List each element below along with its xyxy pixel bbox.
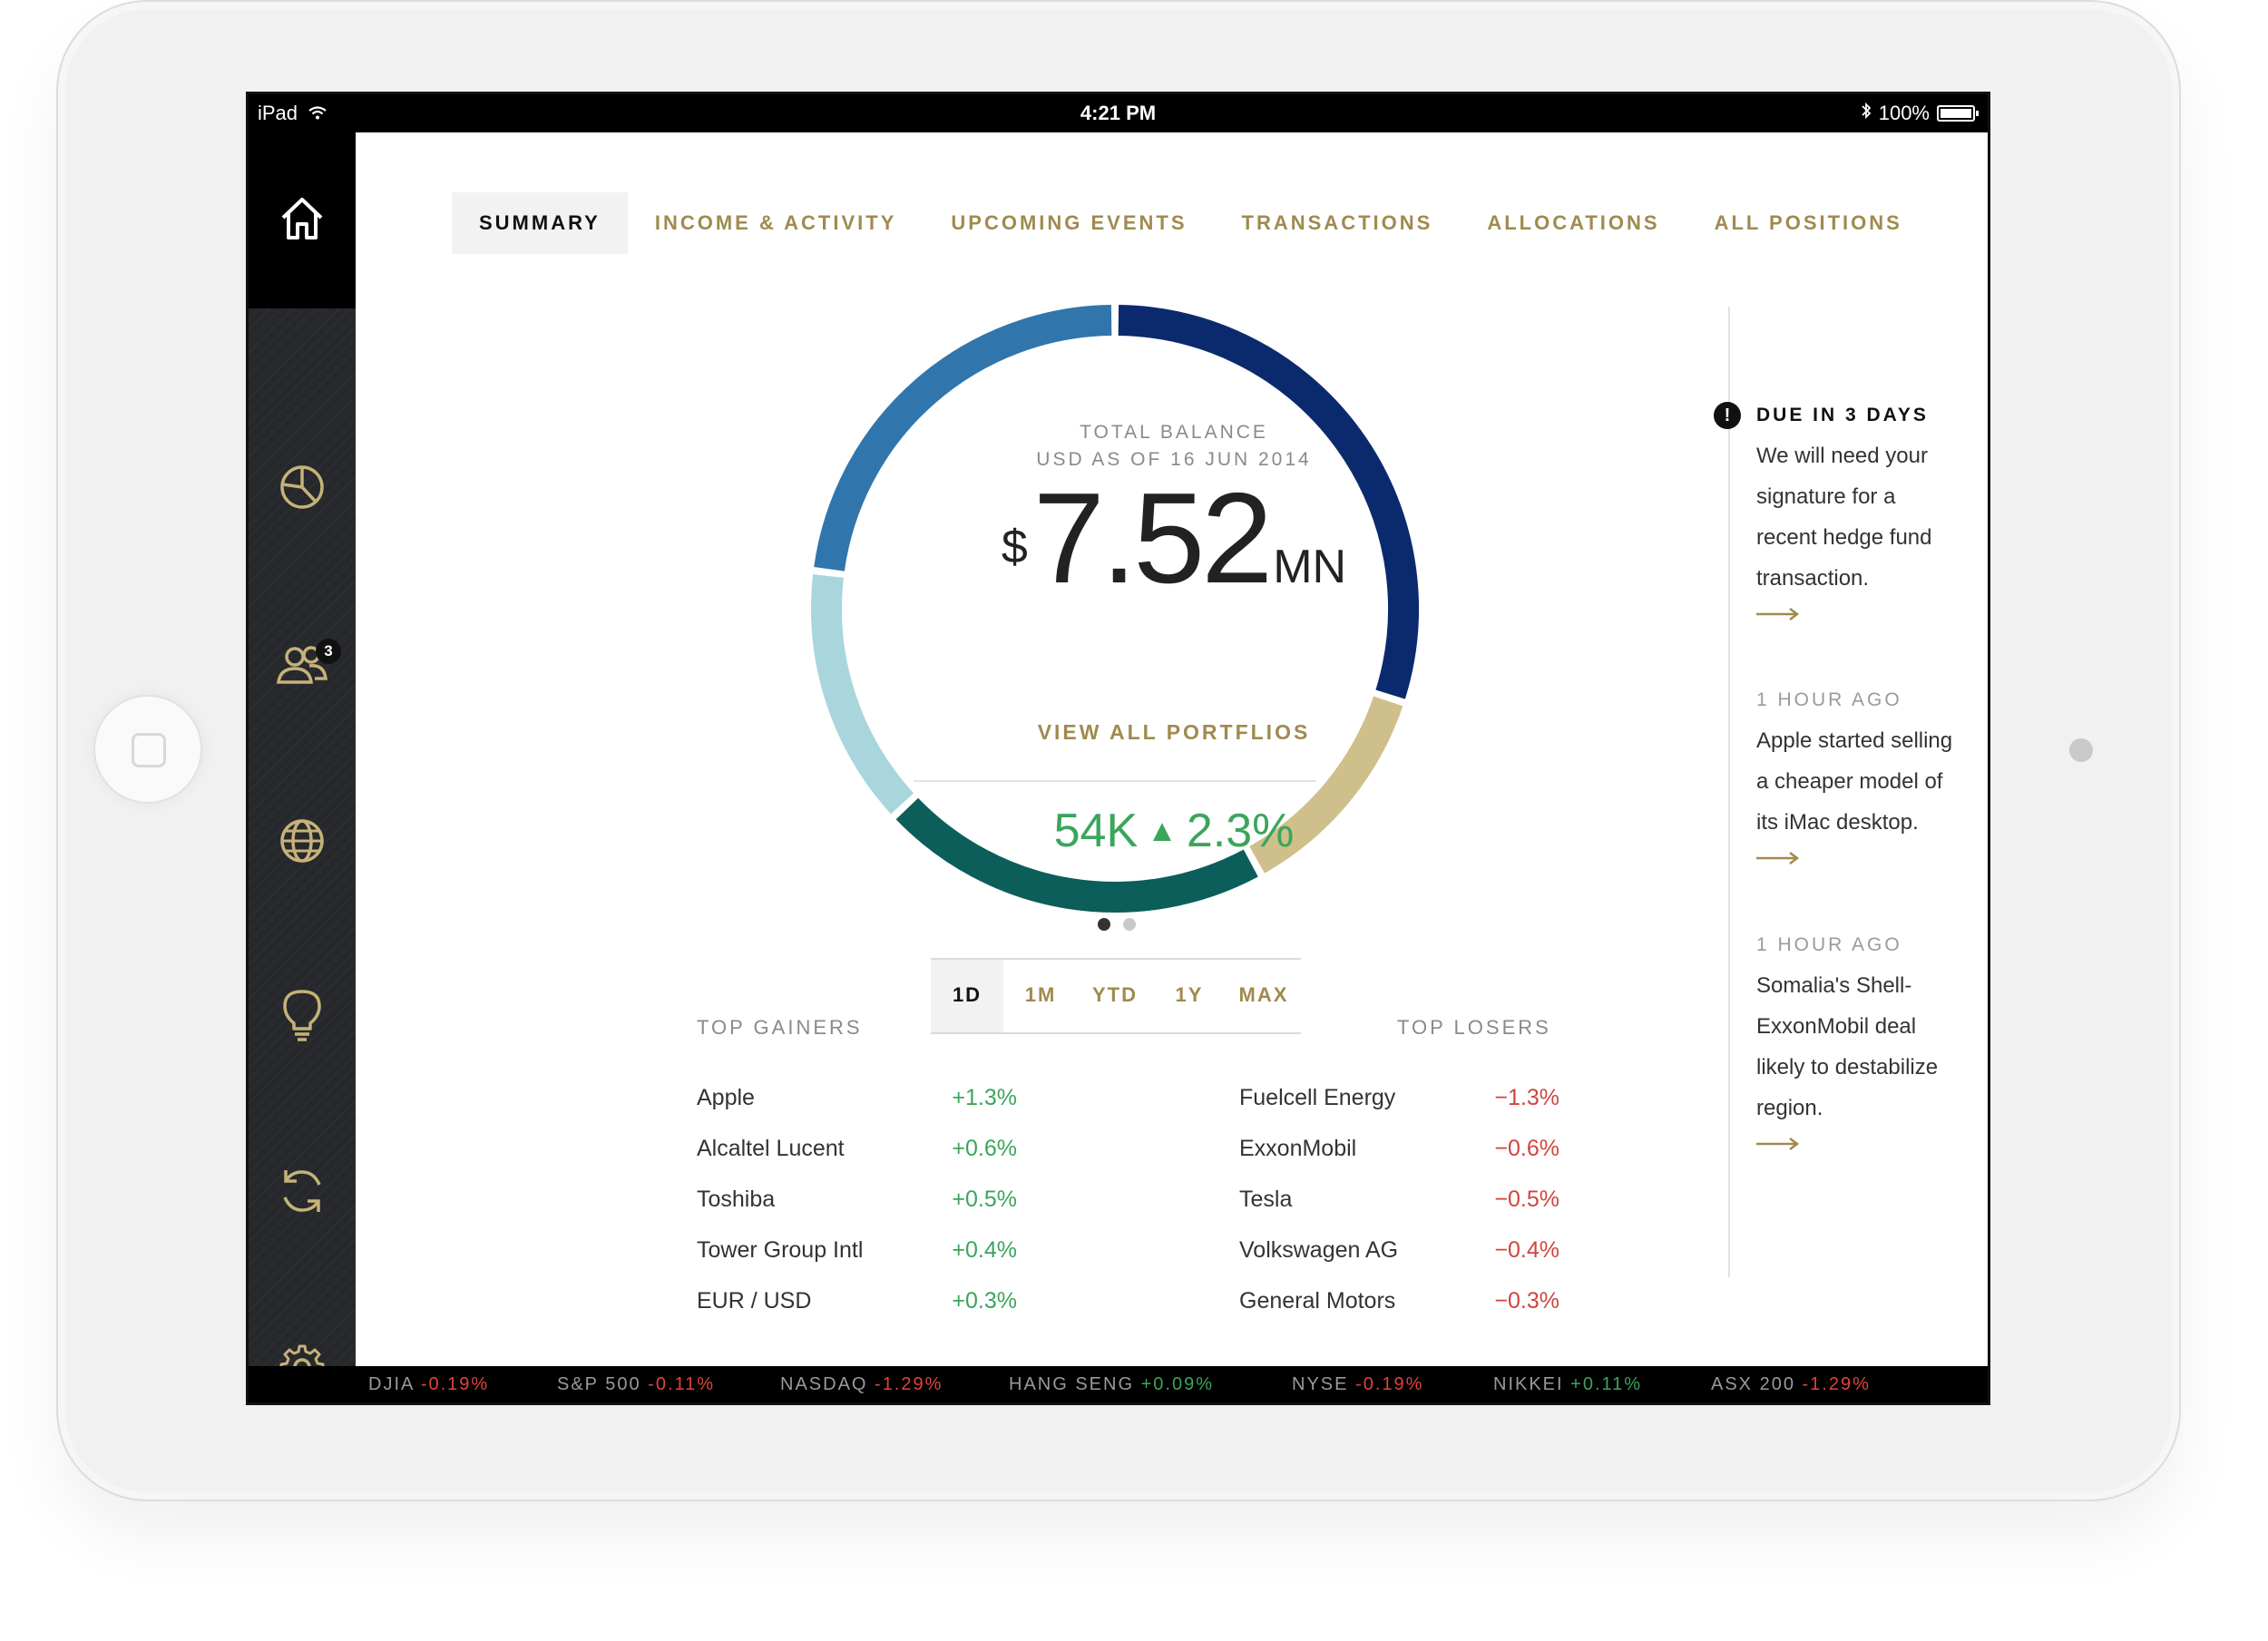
battery-icon <box>1937 105 1979 122</box>
feed-item-time: 1 HOUR AGO <box>1756 689 1902 710</box>
pie-chart-icon <box>278 463 327 516</box>
home-icon <box>278 194 327 248</box>
allocation-donut[interactable] <box>802 296 1428 922</box>
donut-segment[interactable] <box>811 574 914 815</box>
range-1y[interactable]: 1Y <box>1175 983 1204 1006</box>
ticker-item[interactable]: NIKKEI +0.11% <box>1493 1374 1643 1394</box>
list-item[interactable]: Volkswagen AG −0.4% <box>1239 1237 1559 1263</box>
list-item[interactable]: Apple +1.3% <box>697 1085 1017 1110</box>
list-item[interactable]: General Motors −0.3% <box>1239 1288 1559 1314</box>
donut-segment[interactable] <box>814 305 1112 571</box>
sidebar-item-markets[interactable] <box>249 802 356 884</box>
sidebar-item-clients[interactable]: 3 <box>249 624 356 706</box>
feed-item-text: Somalia's Shell- ExxonMobil deal likely … <box>1756 973 1939 1120</box>
list-item[interactable]: Tesla −0.5% <box>1239 1187 1559 1212</box>
sidebar-item-portfolio[interactable] <box>249 448 356 530</box>
view-all-portfolios-link[interactable]: VIEW ALL PORTFLIOS <box>1037 720 1311 744</box>
ticker-item[interactable]: ASX 200 -1.29% <box>1711 1374 1871 1394</box>
balance-amount: 7.52 <box>1032 466 1273 610</box>
tab-bar: SUMMARY INCOME & ACTIVITY UPCOMING EVENT… <box>452 192 1930 254</box>
notification-badge: 3 <box>316 639 341 664</box>
balance-change: 54K ▲ 2.3% <box>884 804 1464 858</box>
feed-item-text: We will need your signature for a recent… <box>1756 444 1932 591</box>
divider <box>914 780 1316 782</box>
donut-segment[interactable] <box>895 797 1258 913</box>
ticker-item[interactable]: HANG SENG +0.09% <box>1009 1374 1214 1394</box>
range-1m[interactable]: 1M <box>1024 983 1057 1006</box>
app-screen: iPad 4:21 PM 100% <box>246 92 1990 1405</box>
clients-icon <box>273 639 331 692</box>
list-item[interactable]: Tower Group Intl +0.4% <box>697 1237 1017 1263</box>
up-arrow-icon: ▲ <box>1147 814 1178 848</box>
list-item[interactable]: EUR / USD +0.3% <box>697 1288 1017 1314</box>
feed-item-text: Apple started selling a cheaper model of… <box>1756 728 1953 835</box>
battery-percent: 100% <box>1878 102 1930 124</box>
tab-upcoming-events[interactable]: UPCOMING EVENTS <box>951 211 1188 234</box>
tab-allocations[interactable]: ALLOCATIONS <box>1487 211 1660 234</box>
sidebar-item-ideas[interactable] <box>249 976 356 1058</box>
change-amount: 54K <box>1053 805 1139 857</box>
sync-icon <box>278 1165 327 1222</box>
top-losers-list: Fuelcell Energy −1.3% ExxonMobil −0.6% Tes… <box>1239 1072 1559 1326</box>
change-percent: 2.3% <box>1186 805 1295 857</box>
sidebar: 3 <box>249 132 356 1389</box>
list-item[interactable]: Alcaltel Lucent +0.6% <box>697 1136 1017 1161</box>
list-item[interactable]: ExxonMobil −0.6% <box>1239 1136 1559 1161</box>
globe-icon <box>278 816 327 870</box>
list-item[interactable]: Fuelcell Energy −1.3% <box>1239 1085 1559 1110</box>
feed-timeline <box>1728 307 1730 1277</box>
market-ticker: DJIA -0.19% S&P 500 -0.11% NASDAQ -1.29%… <box>249 1366 1988 1402</box>
ticker-item[interactable]: DJIA -0.19% <box>368 1374 490 1394</box>
lightbulb-icon <box>278 987 327 1048</box>
ticker-item[interactable]: NYSE -0.19% <box>1292 1374 1424 1394</box>
arrow-right-icon[interactable] <box>1756 1138 1983 1155</box>
top-losers-title: TOP LOSERS <box>1397 1016 1551 1039</box>
alert-icon: ! <box>1714 402 1741 429</box>
donut-segment[interactable] <box>1118 305 1419 699</box>
balance-unit: MN <box>1273 541 1347 593</box>
list-item[interactable]: Toshiba +0.5% <box>697 1187 1017 1212</box>
tab-summary[interactable]: SUMMARY <box>452 192 628 254</box>
wifi-icon <box>308 95 327 133</box>
feed-item[interactable]: 1 HOUR AGO Somalia's Shell- ExxonMobil d… <box>1756 931 1983 1155</box>
page-indicator[interactable] <box>1098 918 1136 931</box>
page-dot[interactable] <box>1098 918 1110 931</box>
tab-transactions[interactable]: TRANSACTIONS <box>1241 211 1433 234</box>
bluetooth-icon <box>1861 94 1872 132</box>
camera <box>2069 738 2093 762</box>
balance-date: USD AS OF 16 JUN 2014 <box>1036 449 1312 470</box>
page-dot[interactable] <box>1123 918 1136 931</box>
sidebar-item-home[interactable] <box>249 132 356 308</box>
time-range-selector: 1D 1M YTD 1Y MAX <box>931 958 1301 1034</box>
arrow-right-icon[interactable] <box>1756 852 1983 869</box>
top-gainers-list: Apple +1.3% Alcaltel Lucent +0.6% Toshiba +… <box>697 1072 1017 1326</box>
tab-income-activity[interactable]: INCOME & ACTIVITY <box>654 211 897 234</box>
ticker-item[interactable]: NASDAQ -1.29% <box>780 1374 943 1394</box>
status-bar: iPad 4:21 PM 100% <box>249 94 1988 132</box>
donut-segment[interactable] <box>1249 696 1403 874</box>
sidebar-item-sync[interactable] <box>249 1152 356 1234</box>
device-name: iPad <box>258 102 298 124</box>
arrow-right-icon[interactable] <box>1756 608 1983 625</box>
feed-item-time: 1 HOUR AGO <box>1756 934 1902 955</box>
range-max[interactable]: MAX <box>1238 983 1289 1006</box>
status-time: 4:21 PM <box>1080 102 1157 124</box>
feed-item-time: DUE IN 3 DAYS <box>1756 405 1929 425</box>
balance-label: TOTAL BALANCE USD AS OF 16 JUN 2014 <box>884 419 1464 474</box>
range-ytd[interactable]: YTD <box>1092 983 1138 1006</box>
home-button[interactable] <box>93 695 202 804</box>
top-gainers-title: TOP GAINERS <box>697 1016 863 1039</box>
tab-all-positions[interactable]: ALL POSITIONS <box>1714 211 1902 234</box>
feed-item[interactable]: 1 HOUR AGO Apple started selling a cheap… <box>1756 686 1983 869</box>
total-balance: $7.52MN <box>884 471 1464 607</box>
range-1d[interactable]: 1D <box>931 960 1003 1032</box>
ticker-item[interactable]: S&P 500 -0.11% <box>557 1374 716 1394</box>
balance-currency: $ <box>1001 521 1028 573</box>
feed-item[interactable]: DUE IN 3 DAYS We will need your signatur… <box>1756 401 1983 625</box>
